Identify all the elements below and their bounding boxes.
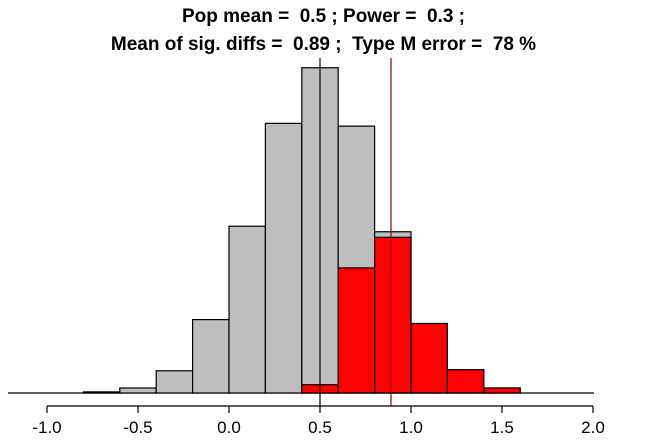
x-tick-label: -1.0 [32, 418, 61, 437]
bar-significant-7 [337, 267, 376, 394]
bar-all-5 [264, 122, 303, 394]
bar-all-1 [119, 387, 157, 394]
x-tick-label: 1.5 [490, 418, 514, 437]
bar-all-2 [155, 370, 194, 394]
bar-significant-8 [374, 236, 412, 394]
chart-title-line1: Pop mean = 0.5 ; Power = 0.3 ; [182, 6, 465, 27]
bar-significant-10 [446, 369, 485, 394]
chart-title-line2: Mean of sig. diffs = 0.89 ; Type M error… [110, 34, 537, 55]
x-tick-label: -0.5 [123, 418, 152, 437]
x-tick-label: 1.0 [399, 418, 423, 437]
x-tick-label: 0.0 [217, 418, 241, 437]
bar-all-3 [192, 319, 230, 394]
bar-significant-11 [483, 387, 521, 394]
bar-significant-9 [410, 322, 449, 394]
x-tick-label: 0.5 [308, 418, 332, 437]
x-tick-label: 2.0 [581, 418, 605, 437]
bar-all-0 [82, 391, 121, 394]
bar-all-4 [228, 225, 267, 394]
